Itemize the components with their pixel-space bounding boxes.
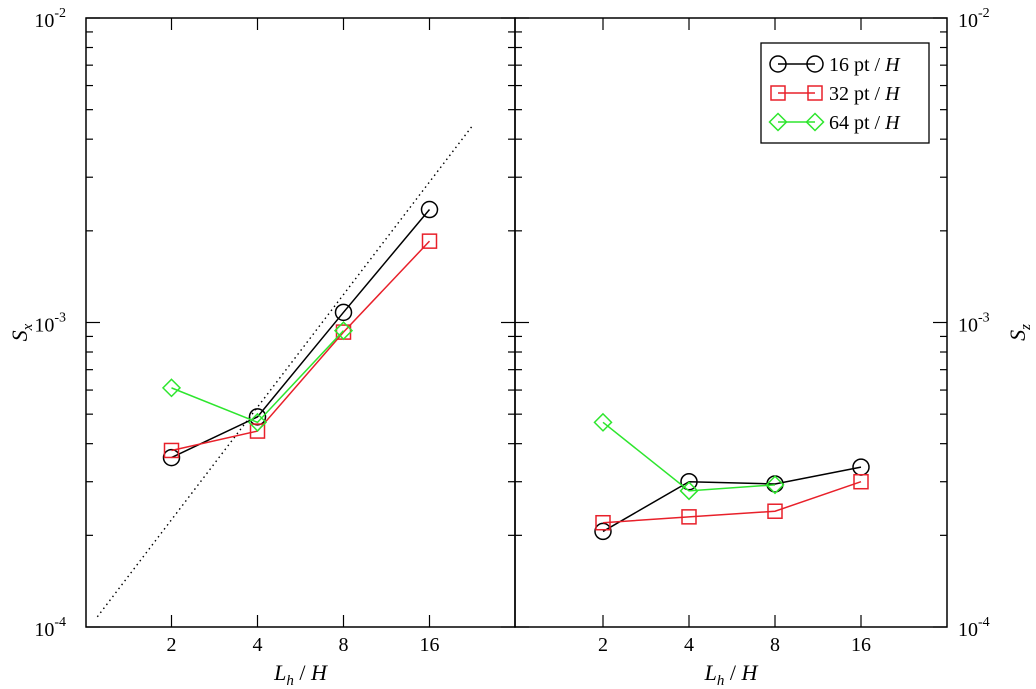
left-series-2-point: [247, 412, 268, 432]
right-series-1-point: [767, 503, 783, 519]
legend-marker: [769, 55, 787, 73]
x-tick-label: 4: [684, 634, 694, 656]
legend-label: 32 pt / H: [829, 83, 901, 105]
x-tick-label: 2: [598, 634, 608, 656]
y-tick-label-left: 10-3: [34, 311, 66, 337]
right-series-2-point: [679, 481, 699, 501]
x-axis-label-sep: /: [724, 660, 741, 685]
y-axis-label-sub: x: [20, 323, 36, 331]
y-tick-label-right: 10-4: [958, 615, 990, 641]
left-series-0-point: [162, 448, 181, 467]
y-tick-base: 10: [958, 619, 978, 641]
y-tick-exp: -4: [54, 615, 66, 630]
right-series-2-line: [602, 421, 776, 492]
legend-marker: [805, 112, 825, 132]
x-tick-label: 16: [420, 634, 440, 656]
y-tick-base: 10: [958, 315, 978, 337]
left-series-2-point: [333, 321, 354, 341]
plot-lines-layer: [96, 126, 870, 618]
legend-marker: [806, 55, 824, 73]
left-series-1-point: [249, 423, 266, 439]
y-tick-base: 10: [34, 315, 54, 337]
left-series-0-point: [334, 303, 353, 322]
plot-frame-layer: [85, 17, 948, 628]
y-tick-base: 10: [34, 619, 54, 641]
x-axis-label: Lh / H: [273, 660, 328, 689]
y-tick-exp: -4: [978, 615, 990, 630]
y-axis-label-left: Sx: [7, 323, 36, 341]
y-tick-exp: -2: [978, 6, 990, 21]
legend-label: 64 pt / H: [829, 112, 901, 134]
x-axis-label-sub: h: [717, 673, 725, 689]
left-series-0-point: [420, 200, 439, 219]
y-tick-label-right: 10-2: [958, 6, 990, 32]
legend-label-prefix: 64 pt /: [829, 112, 885, 134]
x-axis-label-sub: h: [286, 673, 294, 689]
x-axis-label-main: L: [704, 660, 717, 685]
left-frame: [85, 17, 516, 628]
legend-marker: [768, 112, 788, 132]
y-tick-label-left: 10-4: [34, 615, 66, 641]
legend-label-unit: H: [884, 112, 901, 134]
left-series-1-point: [421, 233, 438, 249]
legend-label-unit: H: [884, 54, 901, 76]
left-series-0-point: [248, 408, 267, 426]
x-axis-label-unit: H: [310, 660, 328, 685]
y-axis-label-sub: z: [1018, 324, 1034, 331]
x-axis-label-unit: H: [740, 660, 758, 685]
y-tick-base: 10: [958, 10, 978, 32]
left-series-1-point: [163, 442, 180, 459]
y-tick-exp: -3: [978, 311, 990, 326]
right-series-1-point: [595, 514, 611, 531]
y-axis-label-main: S: [7, 330, 32, 341]
right-series-2-point: [765, 475, 785, 495]
legend: 16 pt / H32 pt / H64 pt / H: [760, 42, 930, 144]
legend-marker: [770, 85, 786, 101]
right-series-1-point: [681, 509, 697, 525]
reference-dotted-line: [96, 126, 473, 618]
x-tick-label: 8: [339, 634, 349, 656]
y-tick-exp: -2: [54, 6, 66, 21]
right-series-2-point: [593, 412, 613, 432]
right-plot-area: [593, 412, 870, 541]
left-series-1-line: [171, 240, 431, 452]
right-series-0-point: [594, 522, 612, 541]
legend-marker: [807, 85, 823, 101]
right-series-1-point: [853, 473, 869, 490]
x-tick-label: 4: [253, 634, 263, 656]
y-axis-label-right: Sz: [1005, 324, 1034, 341]
legend-label-unit: H: [884, 83, 901, 105]
x-tick-label: 2: [167, 634, 177, 656]
x-tick-label: 8: [770, 634, 780, 656]
y-tick-label-right: 10-3: [958, 311, 990, 337]
left-series-2-line: [171, 330, 345, 424]
left-plot-area: [96, 126, 473, 618]
left-series-0-line: [171, 209, 431, 459]
legend-label: 16 pt / H: [829, 54, 901, 76]
x-axis-label: Lh / H: [704, 660, 759, 689]
left-series-2-point: [161, 378, 182, 398]
right-series-1-line: [602, 481, 862, 524]
x-tick-label: 16: [851, 634, 871, 656]
x-axis-label-sep: /: [294, 660, 311, 685]
legend-label-prefix: 32 pt /: [829, 83, 885, 105]
x-axis-label-main: L: [273, 660, 286, 685]
y-axis-label-main: S: [1005, 330, 1030, 341]
right-series-0-point: [680, 472, 698, 491]
y-tick-exp: -3: [54, 311, 66, 326]
y-tick-base: 10: [34, 10, 54, 32]
y-tick-label-left: 10-2: [34, 6, 66, 32]
right-series-0-line: [602, 466, 862, 533]
legend-label-prefix: 16 pt /: [829, 54, 885, 76]
